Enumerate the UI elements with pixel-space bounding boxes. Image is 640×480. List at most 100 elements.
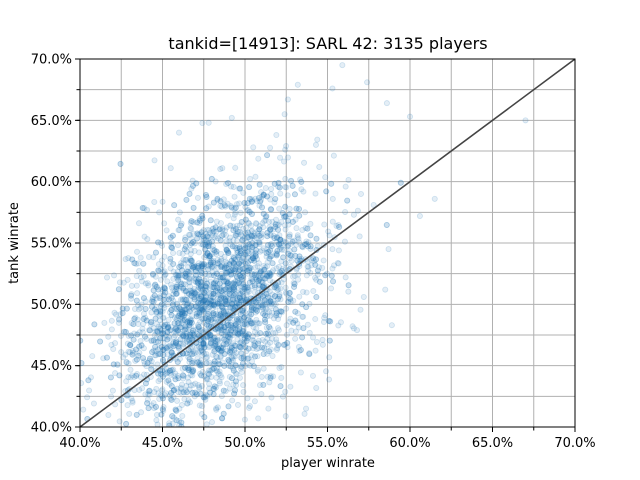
data-point <box>269 298 276 305</box>
data-point <box>259 204 266 211</box>
data-point <box>177 310 184 317</box>
data-point <box>222 203 229 210</box>
data-point <box>80 380 85 387</box>
data-point <box>268 185 275 192</box>
data-point <box>232 378 239 385</box>
data-point <box>251 232 258 239</box>
data-point <box>232 370 239 377</box>
data-point <box>201 305 208 312</box>
data-point <box>207 332 214 339</box>
data-point <box>248 352 255 359</box>
data-point <box>328 285 335 292</box>
data-point <box>140 295 147 302</box>
data-point <box>304 321 311 328</box>
data-point <box>159 288 166 295</box>
data-point <box>255 296 262 303</box>
data-point <box>258 234 265 241</box>
data-point <box>259 302 266 309</box>
data-point <box>145 253 152 260</box>
data-point <box>267 346 274 353</box>
data-point <box>177 222 184 229</box>
data-point <box>292 308 299 315</box>
data-point <box>265 241 272 248</box>
data-point <box>191 247 198 254</box>
data-point <box>267 253 274 260</box>
data-point <box>354 327 361 334</box>
data-point <box>288 240 295 247</box>
data-point <box>167 327 174 334</box>
data-point <box>225 403 232 410</box>
data-point <box>255 260 262 267</box>
data-point <box>196 402 203 409</box>
data-point <box>360 293 367 300</box>
data-point <box>177 384 184 391</box>
data-point <box>327 318 334 325</box>
data-point <box>186 231 193 238</box>
data-point <box>265 294 272 301</box>
data-point <box>230 367 237 374</box>
data-point <box>255 295 262 302</box>
data-point <box>140 315 147 322</box>
data-point <box>345 288 352 295</box>
data-point <box>239 360 246 367</box>
data-point <box>223 265 230 272</box>
data-point <box>111 272 118 279</box>
data-point <box>138 278 145 285</box>
data-point <box>174 359 181 366</box>
data-point <box>251 235 258 242</box>
data-point <box>201 235 208 242</box>
data-point <box>254 263 261 270</box>
data-point <box>325 317 332 324</box>
data-point <box>313 276 320 283</box>
data-point <box>211 247 218 254</box>
data-point <box>246 404 253 411</box>
data-point <box>261 297 268 304</box>
data-point <box>260 381 267 388</box>
data-point <box>168 396 175 403</box>
data-point <box>214 288 221 295</box>
data-point <box>170 260 177 267</box>
data-point <box>257 196 264 203</box>
data-point <box>157 325 164 332</box>
data-point <box>234 401 241 408</box>
data-point <box>185 366 192 373</box>
data-point <box>241 285 248 292</box>
data-point <box>188 225 195 232</box>
data-point <box>341 238 348 245</box>
data-point <box>300 188 307 195</box>
data-point <box>239 295 246 302</box>
data-point <box>90 400 97 407</box>
y-axis-title: tank winrate <box>7 202 22 284</box>
data-point <box>150 298 157 305</box>
data-point <box>237 329 244 336</box>
data-point <box>313 294 320 301</box>
data-point <box>210 290 217 297</box>
data-point <box>223 278 230 285</box>
y-tick-label: 65.0% <box>31 114 72 129</box>
data-point <box>244 200 251 207</box>
data-point <box>149 298 156 305</box>
data-point <box>251 271 258 278</box>
data-point <box>221 327 228 334</box>
data-point <box>173 417 180 424</box>
data-point <box>267 374 274 381</box>
data-point <box>218 313 225 320</box>
data-point <box>222 308 229 315</box>
data-point <box>221 265 228 272</box>
data-point <box>253 247 260 254</box>
data-point <box>139 204 146 211</box>
data-point <box>202 230 209 237</box>
data-point <box>183 271 190 278</box>
data-point <box>248 311 255 318</box>
data-point <box>201 335 208 342</box>
data-point <box>134 248 141 255</box>
data-point <box>215 345 222 352</box>
data-point <box>217 324 224 331</box>
data-point <box>229 296 236 303</box>
data-point <box>224 322 231 329</box>
data-point <box>227 304 234 311</box>
data-point <box>173 338 180 345</box>
data-point <box>152 315 159 322</box>
data-point <box>213 228 220 235</box>
data-point <box>196 295 203 302</box>
